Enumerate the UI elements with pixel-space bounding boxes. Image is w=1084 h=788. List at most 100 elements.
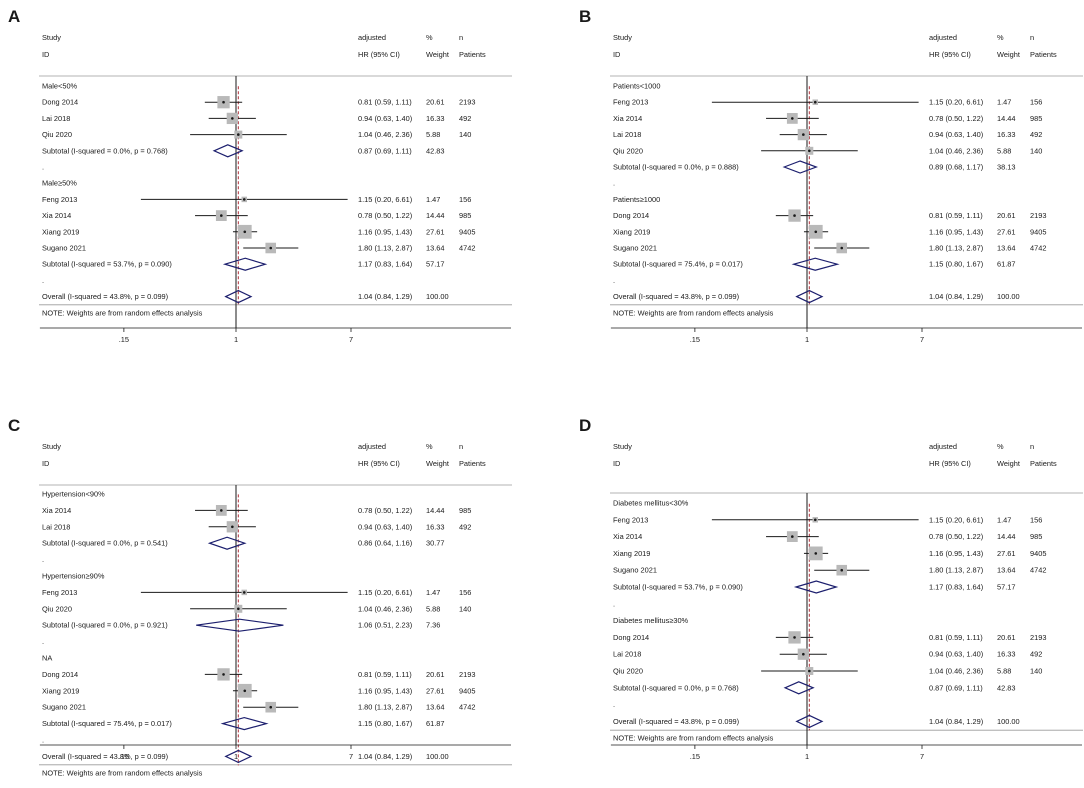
header-weight: Weight [997, 50, 1020, 59]
hr-ci-value: 1.04 (0.46, 2.36) [929, 667, 983, 676]
subtotal-diamond [220, 716, 269, 731]
weight-value: 14.44 [997, 114, 1016, 123]
header-percent: % [997, 33, 1004, 42]
x-tick-label: 1 [234, 335, 238, 344]
point-estimate [237, 133, 240, 136]
hr-ci-value: 1.04 (0.46, 2.36) [358, 130, 412, 139]
point-estimate [813, 100, 817, 104]
header-adjusted: adjusted [929, 442, 957, 451]
row-separator: . [42, 637, 44, 646]
row-separator: . [613, 599, 615, 608]
point-estimate [242, 591, 246, 594]
subtotal-label: Subtotal (I-squared = 53.7%, p = 0.090) [613, 583, 743, 592]
study-label: Feng 2013 [42, 195, 77, 204]
hr-ci-value: 0.94 (0.63, 1.40) [929, 650, 983, 659]
patients-value: 140 [1030, 667, 1042, 676]
patients-value: 2193 [1030, 633, 1046, 642]
study-label: Sugano 2021 [42, 703, 86, 712]
point-estimate [840, 246, 844, 250]
hr-ci-value: 1.16 (0.95, 1.43) [929, 227, 983, 236]
weight-value: 100.00 [997, 717, 1020, 726]
weight-value: 100.00 [997, 292, 1020, 301]
study-label: Dong 2014 [42, 98, 78, 107]
weight-value: 100.00 [426, 752, 449, 761]
point-estimate [791, 117, 794, 120]
subgroup-label: Diabetes mellitus<30% [613, 499, 689, 508]
weight-value: 100.00 [426, 292, 449, 301]
weight-value: 14.44 [997, 532, 1016, 541]
weight-value: 1.47 [426, 588, 440, 597]
hr-ci-value: 1.80 (1.13, 2.87) [929, 566, 983, 575]
x-tick-label: .15 [119, 335, 129, 344]
x-tick-label: 7 [920, 752, 924, 761]
subtotal-diamond [793, 580, 839, 594]
x-tick-label: 1 [234, 752, 238, 761]
hr-ci-value: 1.80 (1.13, 2.87) [929, 244, 983, 253]
weight-value: 61.87 [426, 719, 445, 728]
point-estimate [808, 669, 811, 673]
hr-ci-value: 1.04 (0.46, 2.36) [358, 604, 412, 613]
header-percent: % [997, 442, 1004, 451]
subtotal-diamond [196, 618, 284, 632]
point-estimate [242, 198, 246, 201]
panel-c: C Study ID adjusted HR (95% CI)% Weight n Patie… [8, 416, 512, 777]
overall-diamond [795, 289, 824, 304]
study-label: Dong 2014 [42, 670, 78, 679]
patients-value: 492 [459, 522, 471, 531]
subtotal-diamond [782, 160, 819, 174]
point-estimate [813, 518, 817, 522]
hr-ci-value: 0.78 (0.50, 1.22) [929, 532, 983, 541]
study-label: Qiu 2020 [42, 130, 72, 139]
study-label: Xiang 2019 [42, 227, 79, 236]
study-label: Qiu 2020 [42, 604, 72, 613]
hr-ci-value: 1.04 (0.84, 1.29) [358, 292, 412, 301]
header-weight: Weight [426, 459, 449, 468]
header-id: ID [42, 459, 49, 468]
panel-b: B Study ID adjusted HR (95% CI)% Weight n Patie… [579, 7, 1083, 344]
hr-ci-value: 1.04 (0.84, 1.29) [929, 292, 983, 301]
study-label: Lai 2018 [42, 114, 70, 123]
patients-value: 156 [1030, 515, 1042, 524]
hr-ci-value: 0.87 (0.69, 1.11) [929, 683, 983, 692]
subtotal-diamond [207, 536, 247, 550]
x-tick-label: 7 [920, 335, 924, 344]
header-patients: Patients [459, 459, 486, 468]
subtotal-label: Subtotal (I-squared = 53.7%, p = 0.090) [42, 260, 172, 269]
panel-label: C [8, 416, 20, 435]
header-hr-ci: HR (95% CI) [358, 50, 400, 59]
hr-ci-value: 1.15 (0.20, 6.61) [929, 515, 983, 524]
patients-value: 9405 [459, 686, 475, 695]
hr-ci-value: 1.15 (0.20, 6.61) [358, 588, 412, 597]
patients-value: 492 [1030, 130, 1042, 139]
study-label: Qiu 2020 [613, 146, 643, 155]
point-estimate [793, 214, 796, 217]
weight-value: 20.61 [426, 670, 445, 679]
subgroup-label: Hypertension≥90% [42, 572, 105, 581]
header-adjusted: adjusted [358, 442, 386, 451]
weight-value: 14.44 [426, 211, 445, 220]
patients-value: 156 [1030, 98, 1042, 107]
point-estimate [222, 673, 225, 676]
weight-value: 14.44 [426, 506, 445, 515]
weight-value: 38.13 [997, 163, 1016, 172]
study-label: Xia 2014 [42, 506, 71, 515]
weight-value: 13.64 [426, 703, 445, 712]
hr-ci-value: 0.81 (0.59, 1.11) [929, 211, 983, 220]
header-patients: Patients [1030, 50, 1057, 59]
study-label: Xia 2014 [42, 211, 71, 220]
patients-value: 492 [459, 114, 471, 123]
subtotal-diamond [783, 681, 815, 695]
point-estimate [243, 230, 247, 234]
header-n: n [459, 33, 463, 42]
subgroup-label: Male≥50% [42, 179, 77, 188]
patients-value: 4742 [459, 703, 475, 712]
point-estimate [231, 525, 234, 529]
overall-diamond [795, 714, 824, 729]
subtotal-diamond [222, 257, 268, 271]
weight-value: 42.83 [426, 146, 445, 155]
hr-ci-value: 1.16 (0.95, 1.43) [358, 686, 412, 695]
weight-value: 5.88 [997, 667, 1011, 676]
weight-value: 57.17 [997, 583, 1016, 592]
header-n: n [459, 442, 463, 451]
